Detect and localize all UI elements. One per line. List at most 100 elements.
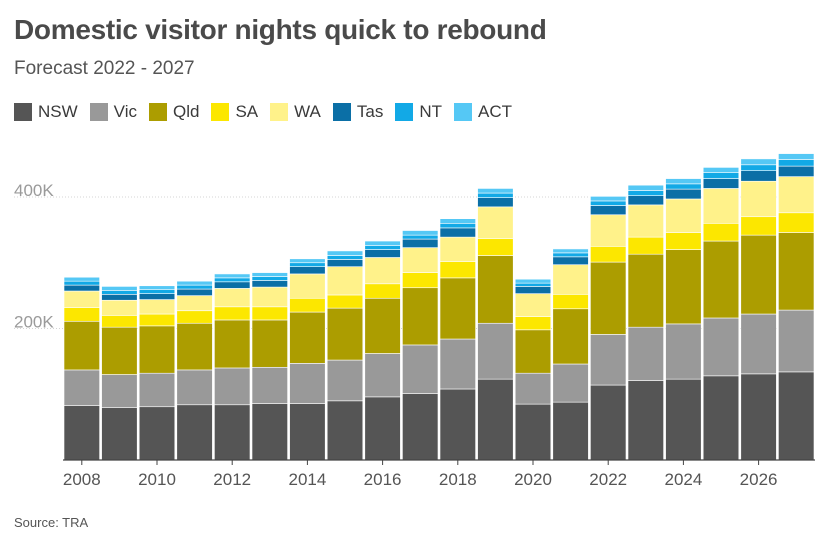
x-tick-label: 2008 [63,470,101,489]
bar-segment-sa-2010 [138,313,176,327]
bar-segment-qld-2019 [477,255,514,324]
bar-segment-vic-2015 [326,359,364,402]
bar-segment-nsw-2017 [402,393,439,461]
bar-segment-nt-2018 [439,223,476,229]
legend-swatch [332,103,351,121]
bar-segment-act-2019 [477,188,514,194]
bar-segment-act-2027 [778,153,815,160]
bar-segment-nt-2019 [477,192,514,198]
bar-segment-act-2026 [740,158,777,166]
bar-segment-act-2008 [63,276,100,282]
bar-segment-sa-2013 [251,306,288,321]
legend-item-tas: Tas [332,102,383,122]
bar-segment-sa-2009 [101,315,138,328]
bar-segment-act-2017 [402,230,439,236]
bar-segment-vic-2017 [402,344,439,394]
bar-segment-qld-2008 [63,320,100,371]
bar-segment-wa-2027 [778,176,815,214]
bar-segment-sa-2017 [402,272,439,289]
bar-segment-vic-2014 [289,363,326,404]
bar-segment-tas-2014 [289,266,326,275]
bar-segment-wa-2015 [326,266,364,296]
stacked-bar-chart: 200K 400K 2008 2010 2012 2014 2016 2018 2020 202… [14,153,815,489]
bar-segment-qld-2025 [702,240,740,319]
bar-segment-tas-2013 [251,280,288,288]
bar-segment-nsw-2024 [665,378,702,461]
bar-segment-sa-2012 [214,306,251,321]
legend-swatch [89,103,108,121]
bar-segment-act-2021 [552,248,589,254]
bar-segment-sa-2020 [514,316,552,331]
bar-segment-sa-2024 [665,232,702,250]
bar-segment-nt-2013 [251,276,288,281]
bar-segment-qld-2023 [627,253,664,328]
bar-segment-act-2010 [138,285,176,291]
legend-swatch [395,103,414,121]
bar-segment-act-2018 [439,218,476,224]
bar-segment-vic-2019 [477,322,514,380]
bar-segment-nt-2024 [665,183,702,190]
bar-segment-tas-2012 [214,281,251,289]
bar-segment-sa-2025 [702,223,740,242]
bar-segment-qld-2015 [326,307,364,361]
bar-segment-nsw-2019 [477,378,514,461]
bar-segment-nsw-2016 [364,396,401,461]
bar-segment-nt-2025 [702,172,740,179]
bar-segment-qld-2021 [552,308,589,365]
bar-segment-nsw-2022 [590,384,627,461]
bar-segment-nsw-2009 [101,407,138,461]
x-tick-label: 2012 [213,470,251,489]
bar-segment-wa-2010 [138,299,176,315]
bar-segment-qld-2011 [176,322,213,371]
y-tick-label: 200K [14,313,54,332]
bar-segment-nsw-2023 [627,380,664,461]
bar-segment-act-2012 [214,273,251,279]
bar-segment-vic-2009 [101,374,138,408]
x-tick-label: 2016 [364,470,402,489]
bar-segment-wa-2008 [63,290,100,308]
bar-segment-tas-2024 [665,188,702,200]
bar-segment-qld-2009 [101,326,138,375]
legend-item-nt: NT [395,102,442,122]
bar-segment-nt-2010 [138,289,176,294]
bar-segment-nt-2027 [778,159,815,167]
bar-segment-tas-2009 [101,294,138,301]
bar-segment-nsw-2018 [439,388,476,461]
bar-segment-nt-2009 [101,290,138,295]
bar-segment-qld-2024 [665,249,702,325]
bar-segment-wa-2014 [289,273,326,299]
chart-subtitle: Forecast 2022 - 2027 [14,58,195,79]
bar-segment-nt-2012 [214,277,251,283]
bar-segment-vic-2020 [514,372,552,405]
bar-segment-nt-2014 [289,262,326,267]
legend-swatch [148,103,167,121]
x-tick-label: 2014 [288,470,326,489]
bar-segment-vic-2022 [590,334,627,386]
bar-segment-tas-2026 [740,170,777,182]
bar-segment-vic-2025 [702,317,740,377]
bar-segment-tas-2022 [590,205,627,216]
legend-swatch [454,103,473,121]
bar-segment-wa-2020 [514,293,552,317]
x-tick-label: 2020 [514,470,552,489]
bar-segment-act-2025 [702,167,740,173]
bar-segment-wa-2021 [552,264,589,295]
bar-segment-nt-2008 [63,280,100,286]
bar-segment-qld-2026 [740,234,777,315]
bar-segment-vic-2018 [439,338,476,390]
x-tick-label: 2018 [439,470,477,489]
x-tick-label: 2022 [589,470,627,489]
legend-swatch [14,103,32,121]
bar-segment-nt-2017 [402,234,439,240]
bar-segment-tas-2019 [477,197,514,208]
chart-title: Domestic visitor nights quick to rebound [14,14,547,45]
bars [63,153,815,461]
bar-segment-nsw-2013 [251,403,288,461]
bar-segment-tas-2021 [552,256,589,266]
bar-segment-wa-2019 [477,206,514,239]
bar-segment-wa-2011 [176,295,213,312]
bar-segment-sa-2015 [326,294,364,309]
y-tick-label: 400K [14,181,54,200]
bar-segment-qld-2027 [778,232,815,311]
gridlines: 200K 400K [14,181,815,332]
